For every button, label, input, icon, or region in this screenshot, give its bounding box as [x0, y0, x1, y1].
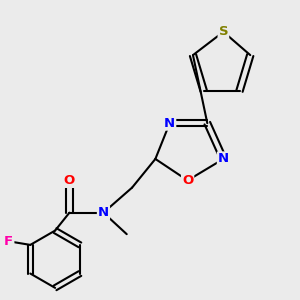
Text: S: S	[219, 25, 228, 38]
Text: F: F	[4, 235, 14, 248]
Text: N: N	[164, 117, 175, 130]
Text: O: O	[64, 174, 75, 187]
Text: N: N	[98, 206, 109, 219]
Text: N: N	[218, 152, 229, 166]
Text: O: O	[182, 174, 193, 187]
